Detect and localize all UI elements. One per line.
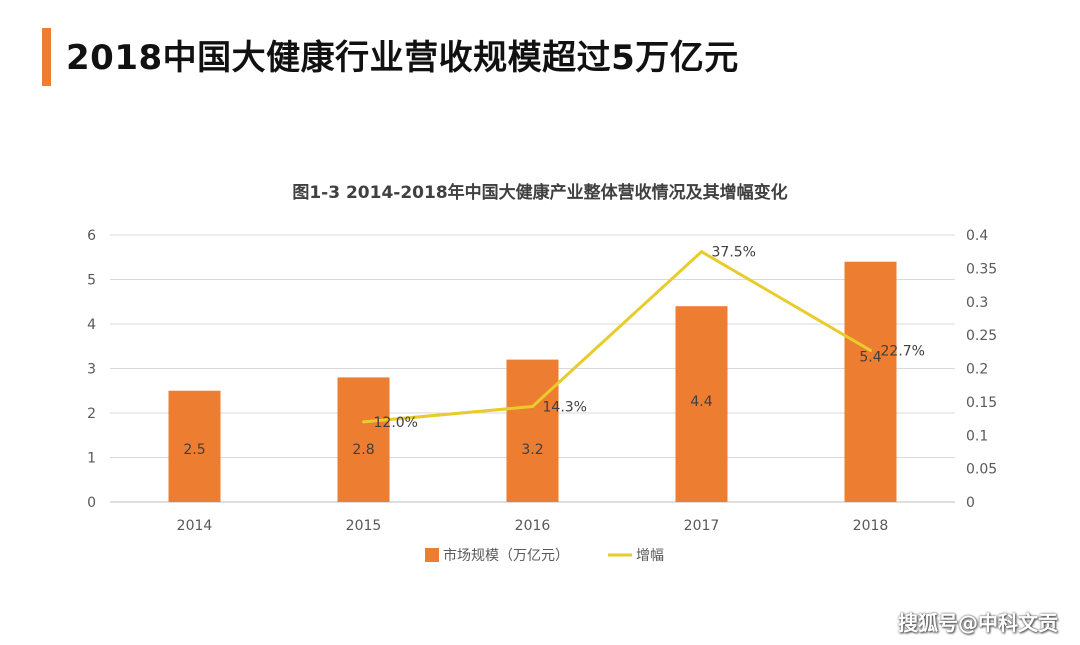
right-axis-tick-label: 0.35 — [966, 261, 997, 277]
bar-data-label: 5.4 — [859, 350, 881, 366]
line-point — [362, 420, 365, 424]
x-axis-tick-label: 2018 — [853, 518, 889, 534]
right-axis-tick-label: 0.25 — [966, 328, 997, 344]
bar — [675, 306, 728, 502]
bar — [168, 390, 221, 502]
left-axis-tick-label: 5 — [87, 273, 96, 289]
watermark: 搜狐号@中科文贡 — [898, 611, 1058, 635]
line-path — [363, 250, 872, 424]
bar-data-label: 3.2 — [521, 442, 543, 458]
left-axis-tick-label: 2 — [87, 406, 96, 422]
x-axis-tick-label: 2017 — [684, 518, 720, 534]
left-axis-tick-label: 4 — [87, 317, 96, 333]
right-axis-tick-label: 0 — [966, 495, 975, 511]
line-data-label: 14.3% — [543, 400, 587, 416]
line-data-label: 37.5% — [712, 245, 756, 261]
bar-series — [168, 261, 897, 502]
line-data-labels: 12.0% 14.3% 37.5% 22.7% — [374, 245, 925, 431]
accent-bar — [42, 28, 51, 86]
bar-data-label: 2.5 — [183, 442, 205, 458]
left-axis-tick-label: 3 — [87, 362, 96, 378]
line-point — [700, 250, 703, 254]
line-point — [531, 405, 534, 409]
legend-label-line: 增幅 — [636, 548, 664, 564]
x-axis-ticks: 2014 2015 2016 2017 2018 — [177, 518, 889, 534]
legend: 市场规模（万亿元） 增幅 — [425, 547, 664, 564]
left-axis-ticks: 0 1 2 3 4 5 6 — [87, 228, 96, 511]
bar — [844, 261, 897, 502]
left-axis-tick-label: 6 — [87, 228, 96, 244]
x-axis-tick-label: 2016 — [515, 518, 551, 534]
right-axis-tick-label: 0.1 — [966, 428, 988, 444]
chart-title: 图1-3 2014-2018年中国大健康产业整体营收情况及其增幅变化 — [292, 183, 788, 203]
line-point — [869, 348, 872, 352]
line-data-label: 22.7% — [881, 343, 925, 359]
bar-data-label: 4.4 — [690, 394, 712, 410]
left-axis-tick-label: 1 — [87, 451, 96, 467]
line-series — [362, 250, 872, 424]
page-headline: 2018中国大健康行业营收规模超过5万亿元 — [66, 38, 739, 78]
legend-swatch-bar — [425, 548, 439, 562]
legend-label-bar: 市场规模（万亿元） — [443, 547, 569, 564]
bar — [506, 359, 559, 502]
x-axis-tick-label: 2014 — [177, 518, 213, 534]
left-axis-tick-label: 0 — [87, 495, 96, 511]
right-axis-tick-label: 0.4 — [966, 228, 988, 244]
right-axis-ticks: 0 0.05 0.1 0.15 0.2 0.25 0.3 0.35 0.4 — [966, 228, 997, 511]
line-data-label: 12.0% — [374, 415, 418, 431]
right-axis-tick-label: 0.15 — [966, 395, 997, 411]
right-axis-tick-label: 0.2 — [966, 362, 988, 378]
bar-data-label: 2.8 — [352, 442, 374, 458]
x-axis-tick-label: 2015 — [346, 518, 382, 534]
right-axis-tick-label: 0.05 — [966, 462, 997, 478]
bar — [337, 377, 390, 502]
bar-data-labels: 2.5 2.8 3.2 4.4 5.4 — [183, 350, 881, 458]
right-axis-tick-label: 0.3 — [966, 295, 988, 311]
